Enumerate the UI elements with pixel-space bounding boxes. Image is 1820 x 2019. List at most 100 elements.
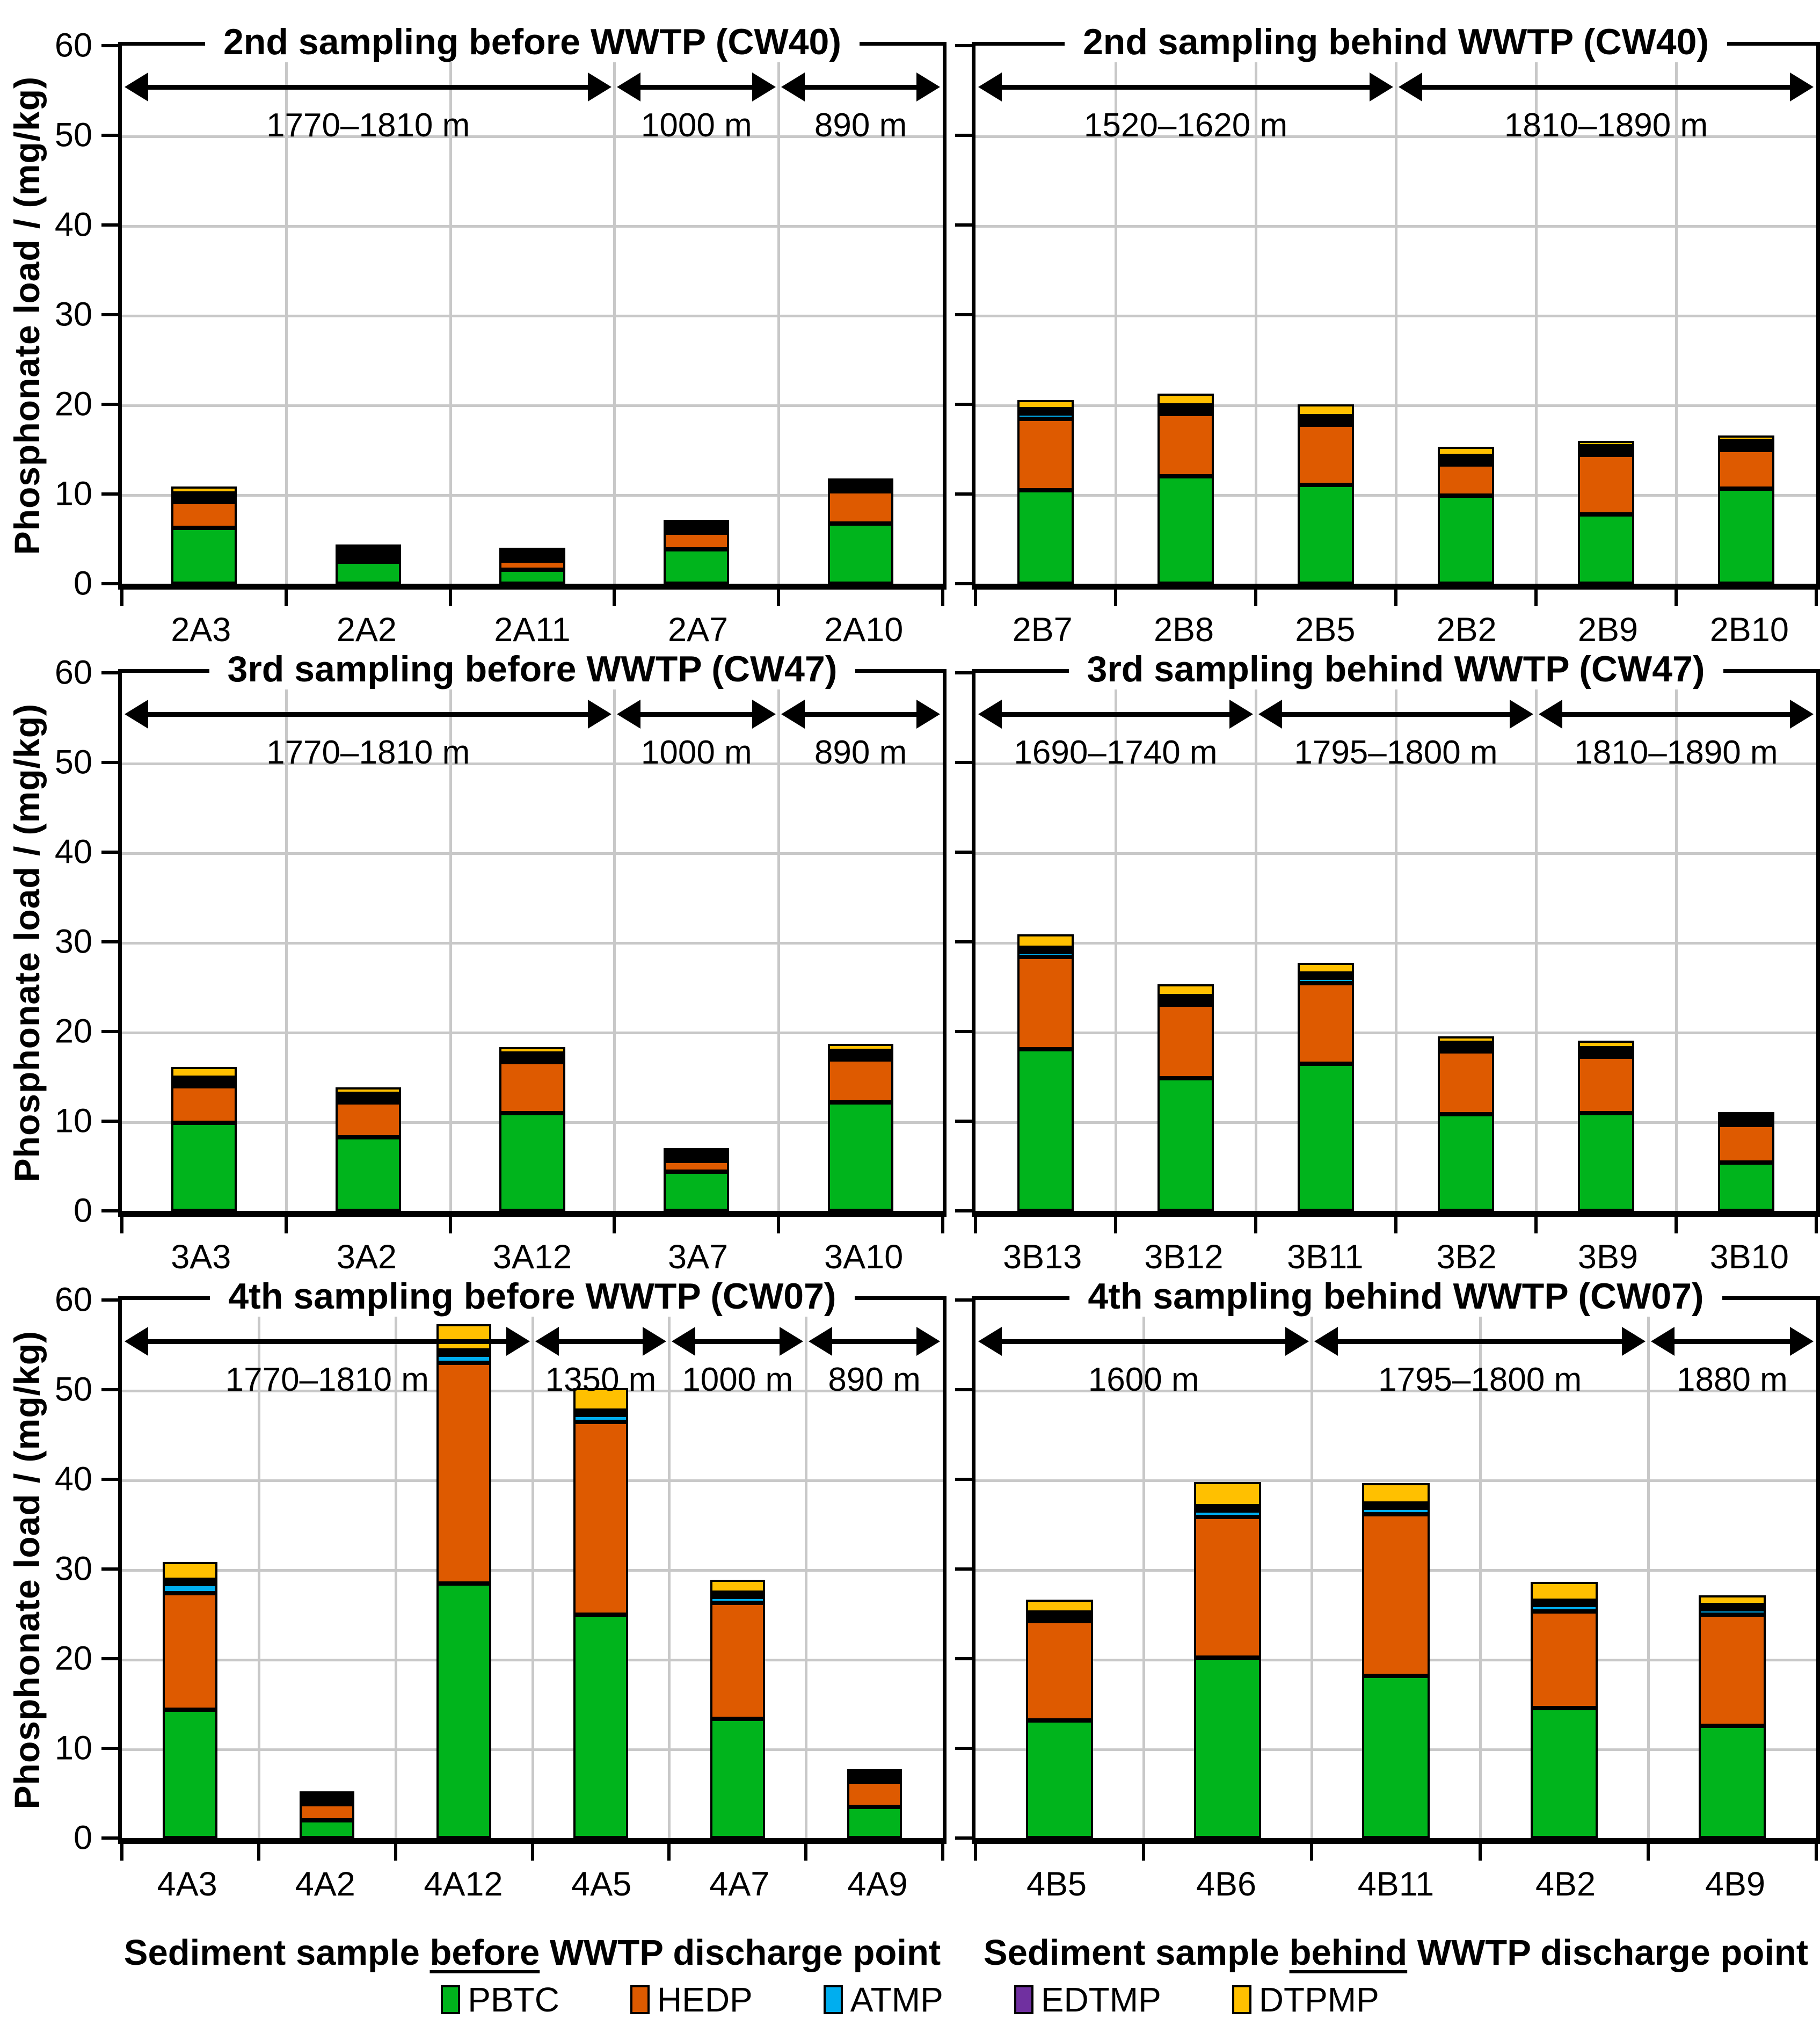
x-axis-tick [1675,1217,1678,1233]
distance-arrow [809,1327,940,1356]
category-label-2B9: 2B9 [1577,611,1639,649]
y-axis-tick [955,582,972,585]
category-label-2A2: 2A2 [336,611,397,649]
bar-segment-HEDP [499,1062,565,1113]
arrow-line [1002,1339,1286,1344]
stacked-bar-4A7 [710,1580,765,1838]
bar-segment-EDTMP [1157,405,1214,410]
panel-title: 4th sampling behind WWTP (CW07) [975,1276,1816,1317]
bar-segment-DTPMP [1438,447,1494,456]
panel-title-text: 2nd sampling before WWTP (CW40) [205,21,860,62]
gridline-vertical [531,1300,534,1838]
bar-segment-ATMP [163,1584,218,1594]
bar-segment-EDTMP [1025,1612,1094,1617]
x-axis-tick [1815,1844,1818,1861]
bar-segment-DTPMP [1157,394,1214,406]
arrowhead-left-icon [1258,700,1282,729]
arrow-line [805,711,916,717]
distance-label: 1690–1740 m [1014,734,1218,771]
bar-segment-ATMP [1438,1047,1494,1051]
y-axis-tick [101,1298,118,1302]
arrowhead-right-icon [1789,700,1814,729]
stacked-bar-4A12 [436,1324,492,1838]
category-label-3B9: 3B9 [1577,1238,1639,1276]
category-label-3A7: 3A7 [668,1238,729,1276]
bar-segment-EDTMP [1362,1504,1430,1508]
legend: PBTC HEDP ATMP EDTMP DTPMP [0,1981,1820,2018]
panel-cell-4th-behind: 1600 m 1795–1800 m 1880 m 4th sampling behi… [955,1276,1820,1923]
y-axis-tick [955,1388,972,1391]
bar-segment-EDTMP [1438,1042,1494,1047]
x-axis-tick [284,590,288,606]
y-axis-tick [101,44,118,47]
legend-swatch-ATMP [823,1985,843,2014]
arrowhead-left-icon [781,700,805,729]
bar-segment-HEDP [1298,425,1354,485]
x-axis-tick [613,1217,616,1233]
category-label-2B7: 2B7 [1012,611,1073,649]
x-axis-tick [804,1844,808,1861]
y-axis-tick [101,223,118,227]
x-axis-tick [120,590,123,606]
bar-segment-HEDP [1718,1124,1774,1163]
stacked-bar-4B6 [1194,1482,1262,1838]
y-axis-tick [955,671,972,674]
plot-area: 1520–1620 m 1810–1890 m 2nd sampling behin… [955,21,1820,606]
bar-segment-PBTC [827,524,894,584]
arrow-line [148,84,588,90]
legend-item-HEDP: HEDP [630,1982,753,2017]
arrow-line [1422,84,1790,90]
bar-segment-PBTC [1017,1049,1074,1211]
arrowhead-right-icon [588,72,612,101]
gridline-horizontal [122,135,943,138]
gridline-horizontal [975,1479,1816,1482]
gridline-horizontal [122,225,943,228]
arrowhead-left-icon [1538,700,1562,729]
gridline-vertical [1395,673,1397,1211]
distance-arrow [1650,1327,1814,1356]
y-axis-tick-label: 0 [73,564,92,602]
bar-segment-ATMP [335,1098,401,1102]
distance-arrow [617,700,776,729]
category-label-2A7: 2A7 [668,611,729,649]
gridline-vertical [1534,46,1538,584]
gridline-vertical [1254,673,1257,1211]
bar-segment-HEDP [171,1086,237,1123]
gridline-vertical [1395,46,1397,584]
plot-area: 0 10 20 30 40 50 60 1770–1810 m 1350 m 1000 m 890 … [55,1276,947,1861]
bar-segment-PBTC [1362,1675,1430,1838]
stacked-bar-3A2 [335,1087,401,1211]
distance-label: 1520–1620 m [1083,107,1288,144]
arrow-line [1002,711,1229,717]
bar-segment-EDTMP [1578,446,1634,451]
gridline-horizontal [122,1032,943,1034]
gridline-vertical [1142,1300,1146,1838]
distance-label: 890 m [814,734,907,771]
bar-segment-PBTC [1194,1658,1262,1838]
arrow-line [640,84,753,90]
panel-title: 3rd sampling before WWTP (CW47) [122,649,943,689]
bar-segment-HEDP [1017,418,1074,491]
stacked-bar-2A7 [664,519,730,584]
y-axis-tick-label: 60 [54,653,92,692]
bar-segment-ATMP [499,1057,565,1062]
y-axis-title-row1: Phosphonate load / (mg/kg) [0,42,54,590]
y-axis-tick-label: 10 [54,1102,92,1140]
bar-segment-EDTMP [827,483,894,488]
bar-segment-EDTMP [1718,1116,1774,1121]
gridline-horizontal [122,762,943,765]
legend-label: PBTC [468,1980,559,2019]
plot-area: 0 10 20 30 40 50 60 1770–1810 m 1000 m 890 m 3rd s… [55,649,947,1233]
arrowhead-left-icon [535,1327,559,1356]
bar-segment-ATMP [1718,1120,1774,1125]
y-axis-title-row2: Phosphonate load / (mg/kg) [0,669,54,1217]
bar-segment-PBTC [163,1710,218,1838]
y-axis-title-text: Phosphonate load / (mg/kg) [7,76,47,555]
stacked-bar-4B11 [1362,1483,1430,1838]
bar-segment-HEDP [1530,1611,1598,1708]
stacked-bar-4A5 [573,1388,628,1838]
y-axis-tick [101,851,118,854]
bar-segment-PBTC [1157,1078,1214,1211]
y-axis-tick-label: 30 [54,295,92,333]
bar-segment-HEDP [827,1059,894,1102]
